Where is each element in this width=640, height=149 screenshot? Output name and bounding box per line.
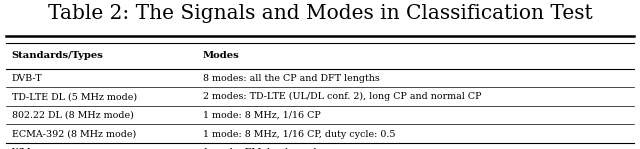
Text: 8 modes: all the CP and DFT lengths: 8 modes: all the CP and DFT lengths: [203, 74, 380, 83]
Text: Standards/Types: Standards/Types: [12, 51, 104, 60]
Text: WM: WM: [12, 148, 31, 149]
Text: 2 modes: TD-LTE (UL/DL conf. 2), long CP and normal CP: 2 modes: TD-LTE (UL/DL conf. 2), long CP…: [203, 92, 481, 101]
Text: 1 mode: FM, loud speaker: 1 mode: FM, loud speaker: [203, 148, 329, 149]
Text: 802.22 DL (8 MHz mode): 802.22 DL (8 MHz mode): [12, 111, 133, 120]
Text: DVB-T: DVB-T: [12, 74, 42, 83]
Text: Table 2: The Signals and Modes in Classification Test: Table 2: The Signals and Modes in Classi…: [47, 4, 593, 24]
Text: ECMA-392 (8 MHz mode): ECMA-392 (8 MHz mode): [12, 130, 136, 139]
Text: TD-LTE DL (5 MHz mode): TD-LTE DL (5 MHz mode): [12, 92, 137, 101]
Text: 1 mode: 8 MHz, 1/16 CP: 1 mode: 8 MHz, 1/16 CP: [203, 111, 321, 120]
Text: Modes: Modes: [203, 51, 239, 60]
Text: 1 mode: 8 MHz, 1/16 CP, duty cycle: 0.5: 1 mode: 8 MHz, 1/16 CP, duty cycle: 0.5: [203, 130, 396, 139]
